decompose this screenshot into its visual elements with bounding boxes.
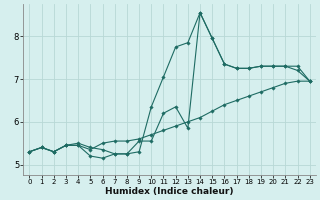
X-axis label: Humidex (Indice chaleur): Humidex (Indice chaleur) (105, 187, 234, 196)
